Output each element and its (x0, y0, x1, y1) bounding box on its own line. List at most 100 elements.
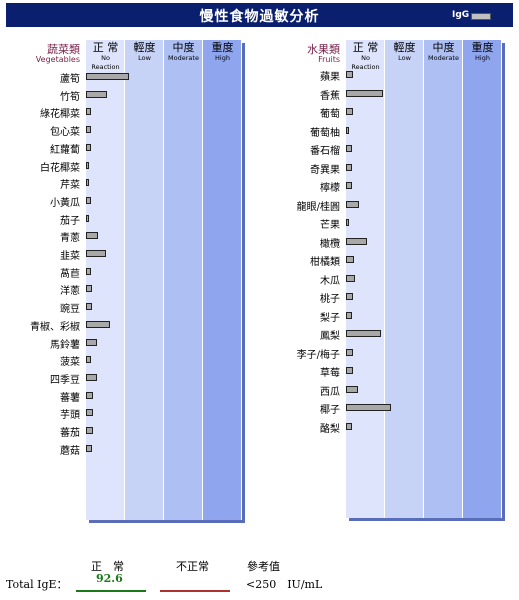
row-label: 豌豆 (60, 304, 80, 316)
igg-bar (86, 356, 91, 364)
row-label: 包心菜 (50, 127, 80, 139)
row-label: 萵苣 (60, 268, 80, 280)
row-label: 蘑菇 (60, 445, 80, 457)
category-title-zh: 水果類 (307, 43, 340, 56)
igg-bar (86, 90, 107, 98)
row-label: 馬鈴薯 (50, 339, 80, 351)
row-label: 桃子 (320, 294, 340, 305)
column-header: 輕度 Low (125, 41, 164, 63)
igg-bar (346, 145, 352, 152)
igg-bar (86, 126, 91, 134)
row-label: 酪梨 (320, 423, 340, 435)
igg-bar (346, 108, 353, 115)
abnormal-heading: 不正常 (176, 560, 209, 573)
row-label: 蕃薯 (60, 392, 80, 404)
severity-band-3 (203, 40, 242, 520)
legend-label: IgG (452, 10, 470, 20)
row-label: 椰子 (320, 405, 340, 416)
igg-bar (346, 274, 355, 282)
page-title: 慢性食物過敏分析 (199, 9, 320, 25)
column-header-zh: 重度 (211, 41, 234, 54)
column-header: 重度 High (463, 41, 502, 63)
category-title-zh: 蔬菜類 (47, 43, 80, 56)
row-label: 綠花椰菜 (40, 109, 80, 121)
column-header-zh: 輕度 (393, 41, 416, 54)
reference-heading: 參考值 (247, 560, 280, 573)
igg-bar (346, 219, 349, 226)
normal-heading: 正 常 (91, 560, 124, 573)
row-label: 芒果 (320, 220, 340, 231)
column-header-en: No Reaction (351, 54, 380, 71)
igg-bar (346, 200, 359, 208)
column-header: 輕度 Low (385, 41, 424, 63)
igg-bar (86, 391, 93, 399)
column-header-zh: 中度 (432, 41, 455, 54)
igg-bar (86, 250, 106, 257)
severity-band-1 (125, 40, 164, 520)
normal-underline (76, 590, 146, 592)
igg-bar (346, 385, 358, 393)
igg-bar (86, 409, 93, 417)
column-header: 正 常 No Reaction (86, 41, 125, 72)
column-header-zh: 重度 (471, 41, 494, 54)
row-label: 檸檬 (320, 183, 340, 194)
column-header-zh: 正 常 (92, 41, 119, 54)
row-label: 四季豆 (50, 374, 80, 386)
category-title-en: Fruits (318, 55, 340, 64)
row-label: 葡萄 (320, 109, 340, 120)
row-label: 柑橘類 (310, 257, 340, 268)
row-label: 青椒、彩椒 (30, 321, 80, 333)
normal-value: 92.6 (96, 572, 123, 585)
igg-bar (346, 256, 354, 263)
igg-bar (86, 161, 89, 169)
column-header: 中度 Moderate (424, 41, 463, 63)
row-label: 蕃茄 (60, 428, 80, 439)
column-header-en: Low (398, 54, 411, 62)
row-label: 芋頭 (60, 410, 80, 422)
igg-bar (86, 232, 98, 240)
row-label: 橄欖 (320, 238, 340, 250)
igg-bar (86, 444, 92, 452)
igg-bar (86, 143, 91, 151)
igg-bar (86, 303, 92, 311)
row-label: 葡萄柚 (310, 127, 340, 139)
column-header-zh: 正 常 (352, 41, 379, 54)
row-label: 茄子 (60, 215, 80, 227)
column-header-en: Moderate (428, 54, 459, 62)
row-label: 龍眼/桂圓 (296, 201, 340, 213)
column-header-en: High (215, 54, 230, 62)
column-header-en: High (475, 54, 490, 62)
row-label: 李子/梅子 (296, 349, 340, 361)
severity-band-0 (86, 40, 125, 520)
igg-bar (346, 404, 391, 411)
row-label: 西瓜 (320, 386, 340, 398)
row-label: 韭菜 (60, 251, 80, 262)
row-label: 蘋果 (320, 72, 340, 83)
column-header-en: Moderate (168, 54, 199, 62)
igg-bar (346, 163, 352, 171)
igg-bar (86, 285, 92, 293)
igg-bar (346, 422, 352, 430)
igg-bar (346, 89, 383, 97)
igg-bar (346, 348, 353, 356)
igg-bar (86, 196, 91, 204)
row-label: 菠菜 (60, 357, 80, 369)
igg-bar (86, 320, 110, 328)
igg-bar (86, 338, 97, 346)
row-label: 梨子 (320, 312, 340, 324)
total-ige-label: Total IgE： (6, 578, 68, 591)
row-label: 洋蔥 (60, 286, 80, 298)
igg-bar (346, 293, 353, 300)
igg-bar (346, 126, 349, 134)
igg-bar (86, 108, 91, 116)
igg-bar (346, 330, 381, 337)
severity-band-1 (385, 40, 424, 518)
severity-band-3 (463, 40, 502, 518)
column-header-en: No Reaction (91, 54, 120, 71)
row-label: 小黃瓜 (50, 197, 80, 209)
title-bar: 慢性食物過敏分析 IgG (6, 3, 513, 27)
igg-bar (86, 179, 89, 187)
igg-bar (86, 373, 97, 381)
severity-band-2 (164, 40, 203, 520)
row-label: 木瓜 (320, 275, 340, 287)
